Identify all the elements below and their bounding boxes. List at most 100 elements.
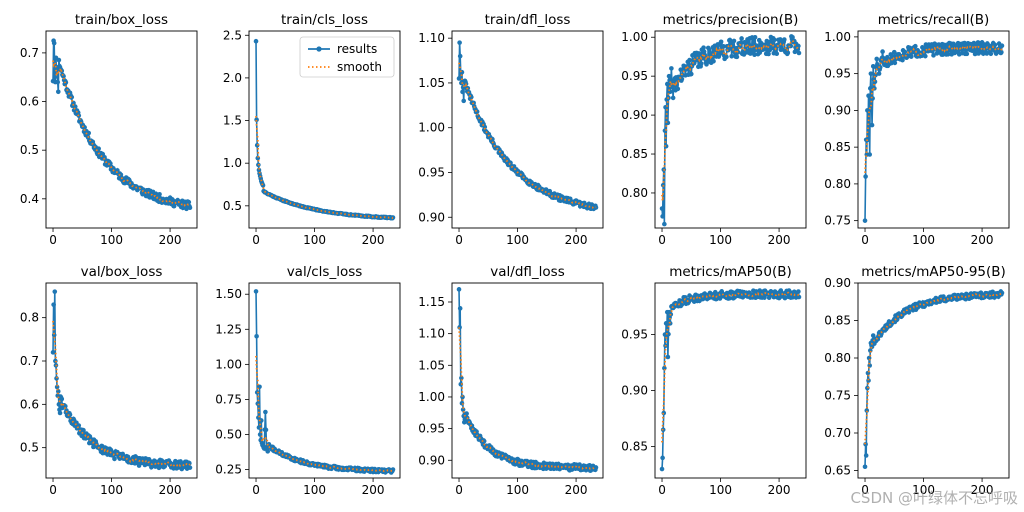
results-point	[56, 402, 62, 407]
results-point	[913, 43, 918, 49]
results-line	[661, 288, 800, 470]
y-tick-label: 0.5	[20, 143, 39, 157]
y-tick-label: 2.0	[223, 71, 242, 85]
results-point	[870, 96, 875, 101]
y-tick-label: 0.4	[20, 192, 39, 206]
results-point	[712, 289, 718, 295]
results-point	[659, 466, 665, 472]
results-point	[863, 453, 869, 458]
results-point	[902, 49, 908, 55]
results-point	[457, 40, 462, 45]
results-point	[986, 43, 992, 48]
y-tick-label: 0.90	[621, 384, 648, 398]
results-point	[774, 51, 780, 57]
data-layer	[50, 289, 193, 472]
results-point	[999, 49, 1004, 55]
y-tick-label: 0.6	[20, 397, 39, 411]
results-line	[864, 40, 1003, 221]
smooth-line	[661, 291, 800, 443]
results-point	[752, 52, 757, 58]
subplot-val-box-loss: val/box_loss 0 100 200 0.5 0.6 0.7 0.8	[20, 264, 198, 497]
results-point	[187, 205, 193, 211]
subplot-metrics-map50-95-b-: metrics/mAP50-95(B) 0 100 200 0.65 0.70 0.75 0.…	[824, 264, 1010, 497]
results-point	[934, 51, 940, 56]
data-layer	[862, 289, 1005, 470]
x-tick-label: 0	[252, 483, 260, 497]
axes-frame	[45, 30, 198, 229]
subplot-title: val/cls_loss	[287, 264, 363, 280]
results-point	[796, 50, 802, 56]
results-point	[390, 215, 396, 220]
data-layer	[862, 40, 1005, 223]
y-tick-label: 1.05	[418, 76, 445, 90]
y-tick-label: 0.85	[621, 147, 648, 161]
results-point	[460, 394, 465, 400]
y-tick-label: 0.6	[20, 95, 39, 109]
y-tick-label: 0.75	[824, 389, 851, 403]
smooth-line	[864, 292, 1003, 445]
results-point	[669, 66, 674, 71]
results-point	[258, 418, 264, 423]
results-point	[867, 152, 873, 157]
y-tick-label: 0.95	[418, 422, 445, 436]
y-tick-label: 0.80	[824, 351, 851, 365]
results-point	[157, 192, 162, 197]
smooth-line	[52, 60, 191, 207]
results-point	[69, 94, 75, 100]
results-point	[173, 458, 178, 464]
y-tick-label: 1.00	[621, 30, 648, 44]
y-tick-label: 0.85	[824, 140, 851, 154]
results-point	[876, 71, 882, 76]
x-tick-label: 100	[100, 483, 123, 497]
legend-results-label: results	[337, 42, 377, 56]
results-point	[125, 454, 131, 460]
subplot-metrics-map50-b-: metrics/mAP50(B) 0 100 200 0.85 0.90 0.95	[621, 264, 807, 497]
results-line	[255, 291, 394, 475]
results-point	[57, 410, 63, 416]
y-tick-label: 1.00	[418, 121, 445, 135]
x-tick-label: 100	[303, 483, 326, 497]
x-tick-label: 100	[709, 233, 732, 247]
results-point	[254, 390, 260, 395]
results-point	[782, 37, 787, 42]
y-tick-label: 2.5	[223, 28, 242, 42]
y-tick-label: 0.75	[824, 214, 851, 228]
axes-frame	[654, 30, 807, 229]
results-point	[56, 57, 62, 63]
data-layer	[456, 40, 599, 212]
results-point	[265, 449, 271, 454]
legend-box	[299, 36, 395, 78]
results-point	[796, 289, 801, 294]
x-tick-label: 200	[768, 483, 791, 497]
results-point	[662, 221, 667, 227]
results-point	[55, 89, 61, 95]
x-tick-label: 200	[971, 233, 994, 247]
results-point	[988, 51, 994, 57]
results-point	[456, 287, 462, 292]
y-tick-label: 1.5	[223, 114, 242, 128]
y-tick-label: 1.10	[418, 327, 445, 341]
results-point	[461, 98, 467, 104]
results-point	[666, 331, 671, 337]
results-point	[908, 54, 914, 59]
y-tick-label: 1.15	[418, 295, 445, 309]
x-tick-label: 0	[658, 233, 666, 247]
subplot-title: val/dfl_loss	[490, 264, 564, 280]
results-point	[718, 39, 724, 45]
y-tick-label: 0.95	[621, 69, 648, 83]
results-point	[72, 104, 78, 109]
results-point	[458, 382, 464, 387]
results-point	[724, 54, 729, 60]
smooth-line	[864, 44, 1003, 173]
y-tick-label: 0.90	[824, 276, 851, 290]
results-point	[868, 71, 874, 76]
results-point	[670, 95, 676, 101]
x-tick-label: 0	[455, 483, 463, 497]
axes-frame	[248, 30, 401, 229]
subplot-train-dfl-loss: train/dfl_loss 0 100 200 0.90 0.95 1.00 1.05 1.1…	[418, 12, 604, 247]
legend-results-marker	[316, 46, 322, 52]
x-tick-label: 0	[861, 483, 869, 497]
results-point	[866, 378, 871, 383]
data-layer	[456, 287, 599, 473]
y-tick-label: 0.70	[824, 426, 851, 440]
